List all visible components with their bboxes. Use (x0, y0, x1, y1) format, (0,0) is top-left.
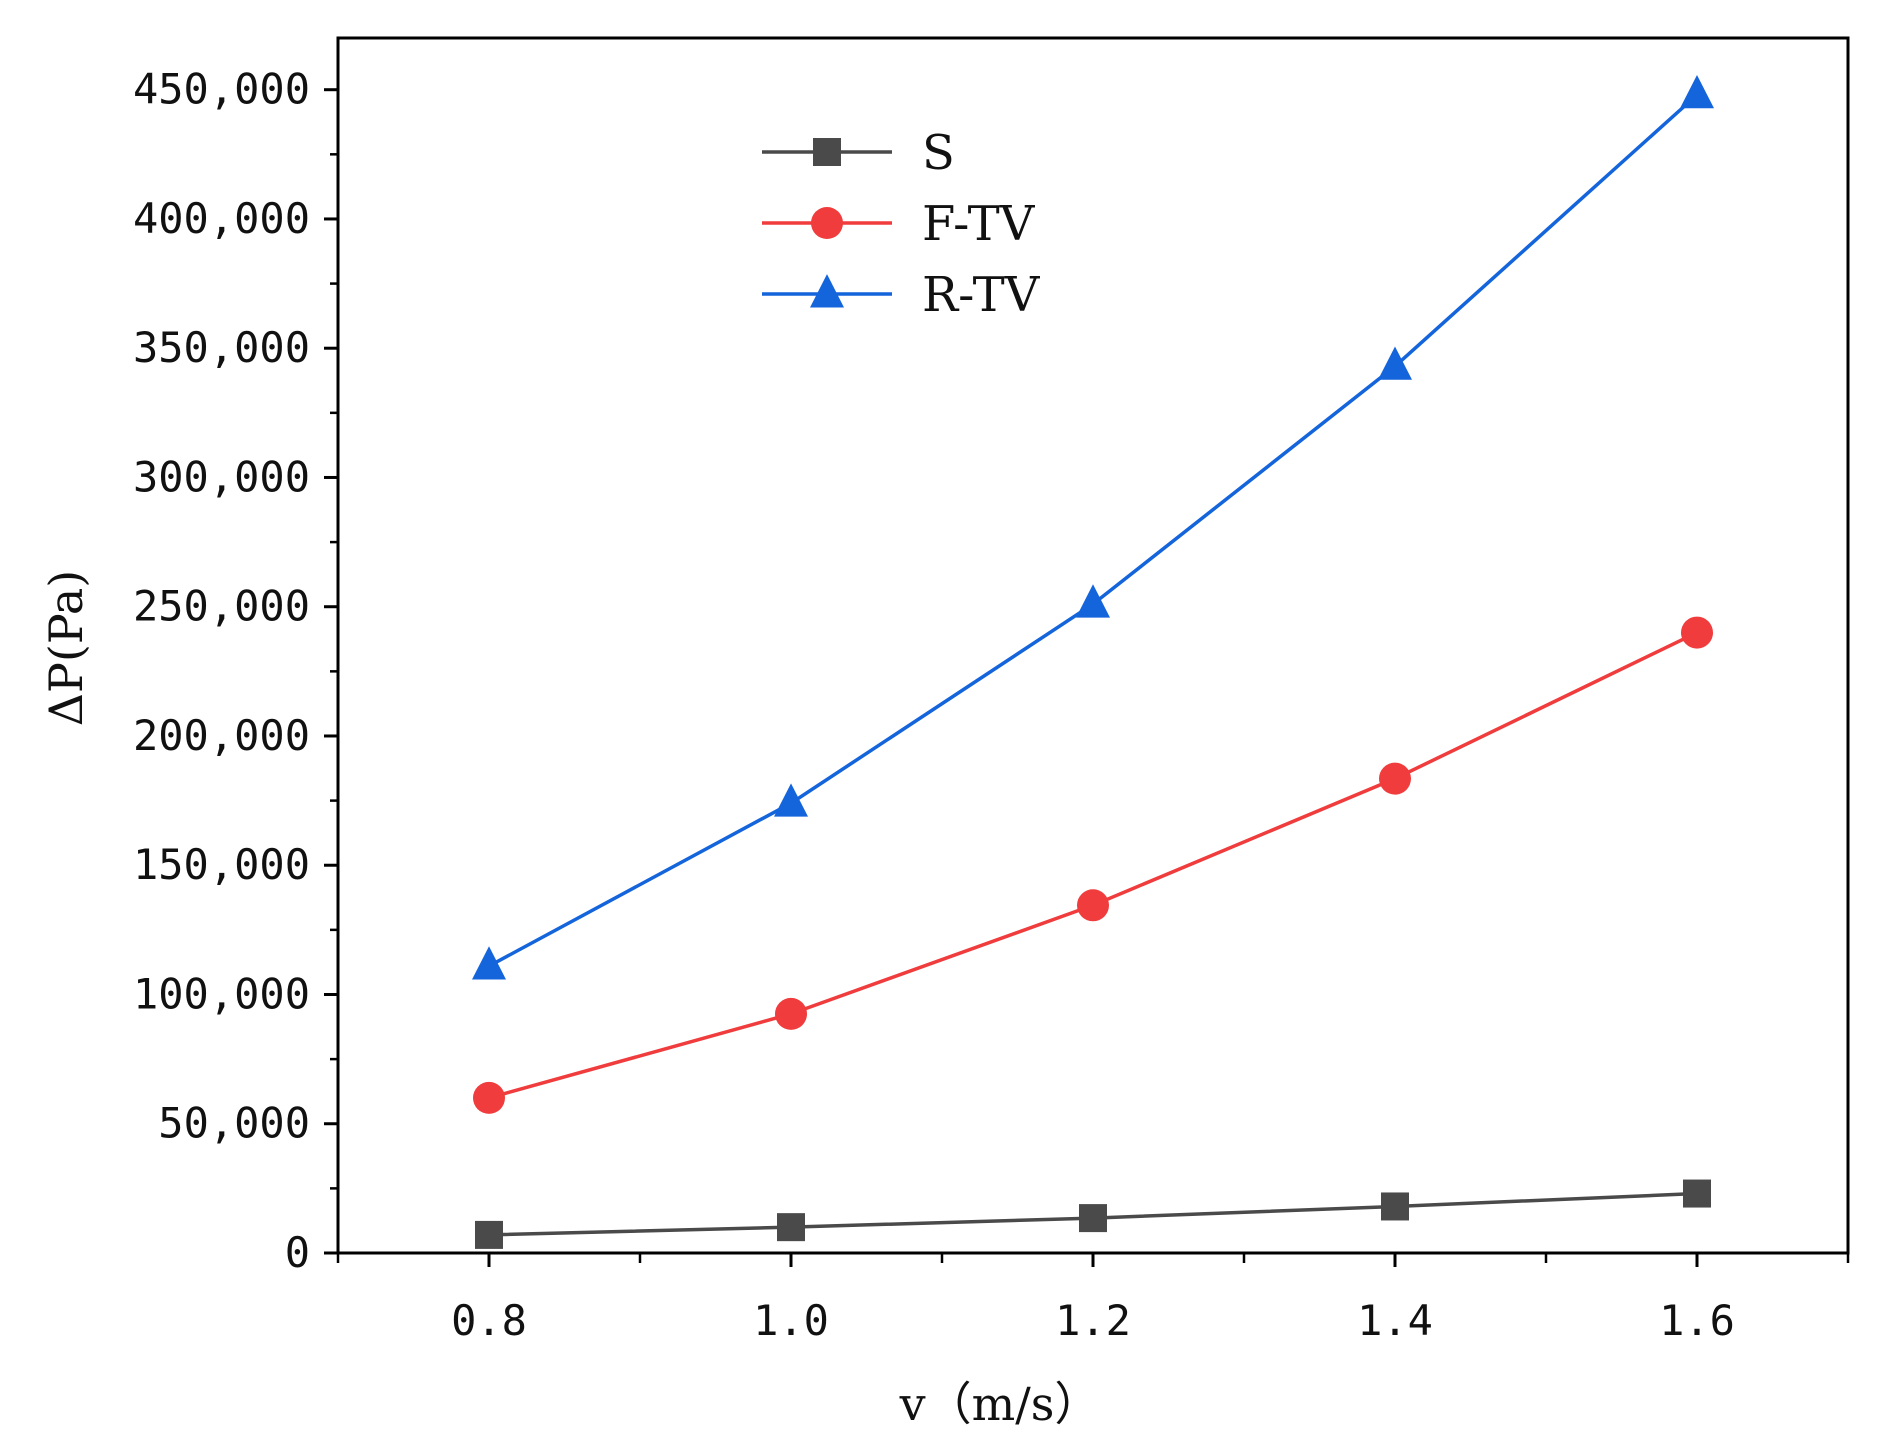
series-s (475, 1179, 1711, 1249)
data-point-r-tv (472, 946, 506, 980)
x-tick-label: 1.0 (753, 1296, 829, 1345)
legend-marker-r-tv (810, 274, 844, 308)
legend-item-f-tv: F-TV (762, 196, 1036, 252)
x-tick-label: 1.6 (1659, 1296, 1735, 1345)
plot-border (336, 36, 1850, 1255)
data-point-s (475, 1220, 503, 1249)
data-point-f-tv (775, 997, 807, 1030)
legend-marker-s (813, 138, 841, 166)
y-tick-label: 100,000 (133, 969, 310, 1018)
plot-frame (336, 36, 1850, 1255)
data-point-f-tv (1077, 889, 1109, 922)
y-tick-label: 250,000 (133, 582, 310, 631)
x-axis: 0.8 1.0 1.2 1.4 1.6 (336, 1253, 1850, 1345)
data-point-r-tv (1680, 75, 1714, 109)
data-point-f-tv (473, 1081, 505, 1114)
x-tick-label: 1.2 (1055, 1296, 1131, 1345)
y-axis: 0 50,000 100,000 150,000 200,000 250,000 300,0… (133, 65, 338, 1277)
data-point-r-tv (774, 783, 808, 817)
data-point-r-tv (1378, 346, 1412, 380)
data-point-s (1079, 1204, 1107, 1233)
legend-marker-f-tv (811, 207, 843, 239)
legend-label-f-tv: F-TV (922, 196, 1036, 252)
series-f-tv (473, 616, 1713, 1114)
y-tick-label: 200,000 (133, 711, 310, 760)
y-tick-label: 150,000 (133, 840, 310, 889)
series-line-f-tv (488, 630, 1698, 1100)
y-axis-label: ΔP(Pa) (39, 570, 93, 726)
y-tick-label: 50,000 (158, 1099, 310, 1148)
data-point-s (1381, 1192, 1409, 1221)
legend-item-s: S (762, 125, 955, 181)
y-tick-label: 0 (285, 1228, 310, 1277)
y-tick-label: 400,000 (133, 194, 310, 243)
y-tick-label: 300,000 (133, 452, 310, 501)
x-tick-label: 0.8 (451, 1296, 527, 1345)
x-tick-label: 1.4 (1357, 1296, 1433, 1345)
legend-label-r-tv: R-TV (922, 267, 1041, 323)
legend-item-r-tv: R-TV (762, 267, 1041, 323)
y-tick-label: 350,000 (133, 323, 310, 372)
data-point-f-tv (1681, 616, 1713, 649)
data-point-s (777, 1213, 805, 1242)
x-axis-label: v（m/s） (899, 1377, 1101, 1431)
data-point-s (1683, 1179, 1711, 1208)
y-tick-label: 450,000 (133, 65, 310, 114)
legend: S F-TV R-TV (762, 125, 1041, 323)
data-point-r-tv (1076, 584, 1110, 618)
legend-label-s: S (922, 125, 955, 181)
series-layer (472, 75, 1714, 1249)
series-line-r-tv (488, 93, 1699, 968)
data-point-f-tv (1379, 762, 1411, 795)
series-r-tv (472, 75, 1714, 980)
